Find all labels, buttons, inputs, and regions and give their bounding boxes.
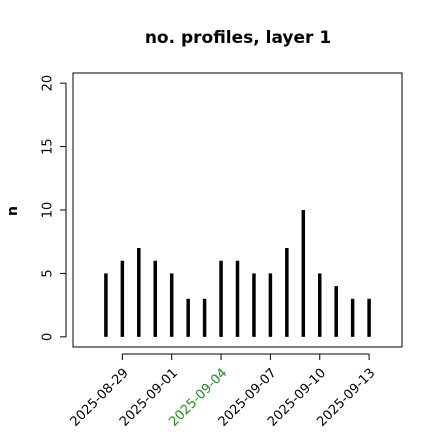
- y-tick-label: 20: [41, 75, 56, 92]
- y-tick-label: 0: [41, 333, 56, 341]
- y-axis-label: n: [5, 206, 21, 216]
- chart-title: no. profiles, layer 1: [145, 28, 331, 48]
- y-tick-label: 5: [41, 269, 56, 277]
- plot-box: [72, 72, 403, 348]
- y-tick-label: 15: [41, 138, 56, 155]
- y-tick-label: 10: [41, 202, 56, 219]
